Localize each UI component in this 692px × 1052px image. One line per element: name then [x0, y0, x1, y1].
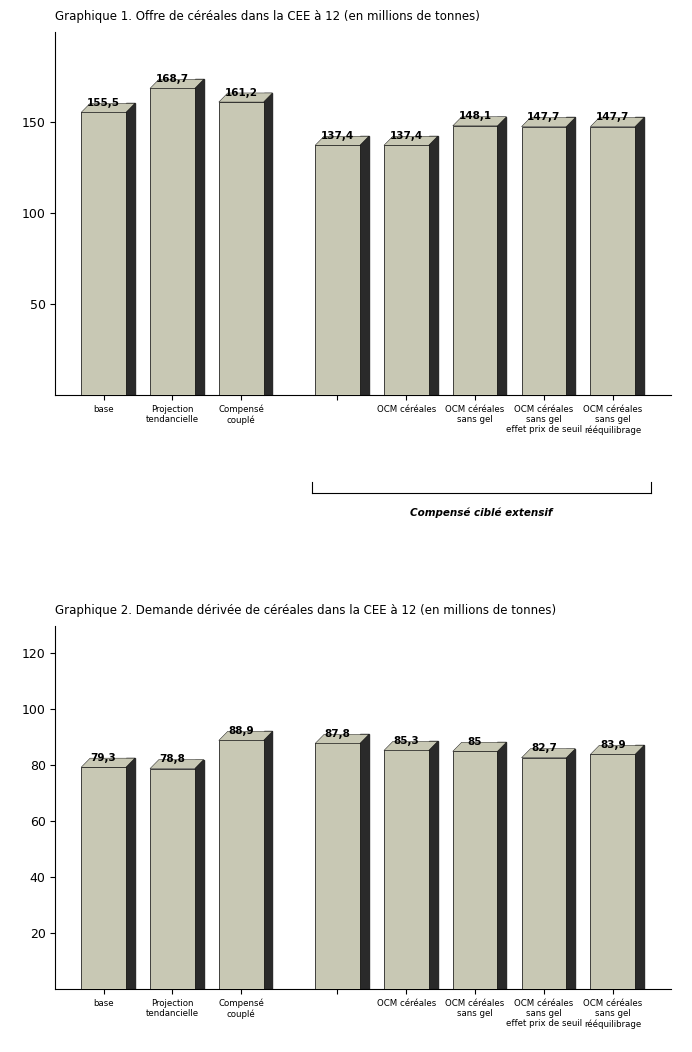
- Text: 82,7: 82,7: [531, 744, 557, 753]
- Text: 168,7: 168,7: [156, 74, 189, 84]
- Polygon shape: [590, 745, 644, 754]
- Polygon shape: [219, 93, 273, 102]
- Text: 83,9: 83,9: [600, 740, 626, 750]
- Polygon shape: [635, 745, 644, 989]
- Text: Compensé ciblé extensif: Compensé ciblé extensif: [410, 507, 552, 518]
- Text: 148,1: 148,1: [459, 112, 492, 121]
- Polygon shape: [590, 118, 644, 126]
- Polygon shape: [219, 731, 273, 741]
- Text: 85: 85: [468, 737, 482, 747]
- Polygon shape: [126, 758, 135, 989]
- Polygon shape: [126, 103, 135, 395]
- Bar: [453, 751, 498, 989]
- Bar: [219, 102, 264, 394]
- Text: 87,8: 87,8: [325, 729, 350, 740]
- Bar: [453, 126, 498, 394]
- Polygon shape: [194, 760, 203, 989]
- Text: 137,4: 137,4: [390, 130, 423, 141]
- Polygon shape: [428, 136, 437, 394]
- Text: 85,3: 85,3: [394, 736, 419, 746]
- Polygon shape: [635, 118, 644, 394]
- Bar: [81, 767, 126, 989]
- Polygon shape: [315, 136, 369, 145]
- Bar: [315, 145, 360, 394]
- Text: Graphique 2. Demande dérivée de céréales dans la CEE à 12 (en millions de tonnes: Graphique 2. Demande dérivée de céréales…: [55, 605, 556, 618]
- Polygon shape: [566, 749, 575, 989]
- Polygon shape: [81, 103, 135, 113]
- Bar: [384, 750, 428, 989]
- Bar: [522, 126, 566, 394]
- Text: 88,9: 88,9: [228, 726, 254, 736]
- Polygon shape: [453, 743, 507, 751]
- Text: 147,7: 147,7: [527, 113, 561, 122]
- Polygon shape: [428, 742, 437, 989]
- Polygon shape: [360, 136, 369, 394]
- Text: 137,4: 137,4: [321, 130, 354, 141]
- Polygon shape: [194, 79, 203, 394]
- Bar: [315, 744, 360, 989]
- Text: 147,7: 147,7: [596, 113, 630, 122]
- Polygon shape: [384, 136, 437, 145]
- Text: 161,2: 161,2: [225, 87, 257, 98]
- Bar: [150, 769, 194, 989]
- Polygon shape: [522, 118, 575, 126]
- Polygon shape: [264, 731, 273, 989]
- Polygon shape: [264, 93, 273, 394]
- Polygon shape: [81, 758, 135, 767]
- Text: 155,5: 155,5: [87, 98, 120, 108]
- Polygon shape: [315, 734, 369, 744]
- Text: 79,3: 79,3: [91, 753, 116, 763]
- Bar: [590, 126, 635, 394]
- Text: 78,8: 78,8: [159, 754, 185, 764]
- Polygon shape: [498, 743, 507, 989]
- Polygon shape: [360, 734, 369, 989]
- Polygon shape: [566, 118, 575, 394]
- Polygon shape: [498, 117, 507, 394]
- Polygon shape: [453, 117, 507, 126]
- Bar: [81, 113, 126, 394]
- Bar: [384, 145, 428, 394]
- Polygon shape: [150, 760, 203, 769]
- Bar: [522, 757, 566, 989]
- Bar: [150, 88, 194, 394]
- Bar: [219, 741, 264, 989]
- Polygon shape: [522, 749, 575, 757]
- Polygon shape: [150, 79, 203, 88]
- Text: Graphique 1. Offre de céréales dans la CEE à 12 (en millions de tonnes): Graphique 1. Offre de céréales dans la C…: [55, 11, 480, 23]
- Bar: [590, 754, 635, 989]
- Polygon shape: [384, 742, 437, 750]
